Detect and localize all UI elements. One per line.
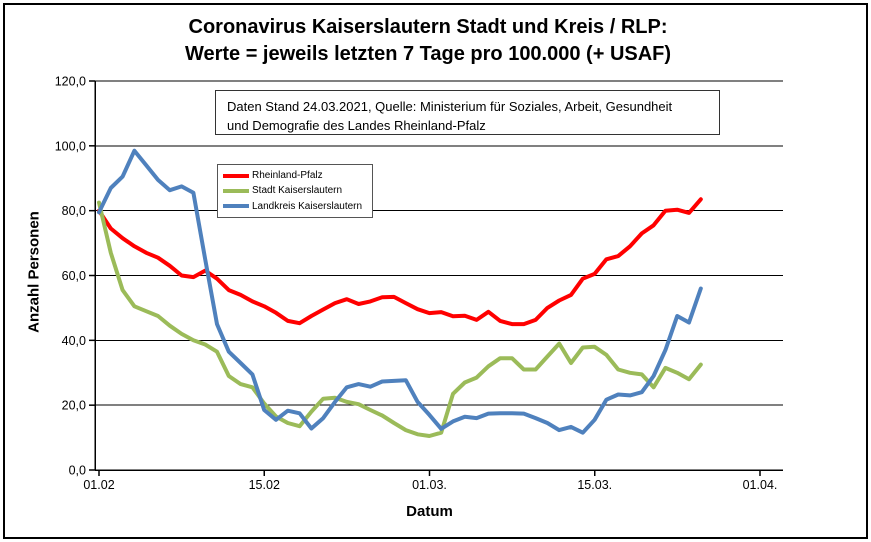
series-line-landkreis-kaiserslautern [97, 148, 703, 435]
x-tick-label-01.03.: 01.03. [412, 478, 447, 492]
legend-item-landkreis-kaiserslautern: Landkreis Kaiserslautern [223, 201, 372, 212]
y-axis-title: Anzahl Personen [25, 211, 43, 333]
legend-swatch-landkreis-kaiserslautern [223, 204, 249, 209]
y-tick-label-120,0: 120,0 [55, 75, 86, 89]
chart-title: Coronavirus Kaiserslautern Stadt und Kre… [95, 14, 761, 68]
y-tick-label-100,0: 100,0 [55, 139, 86, 153]
legend-swatch-rheinland-pfalz [223, 173, 249, 178]
x-axis-ticks: 01.02 15.02 01.03. 15.03. 01.04. [83, 470, 777, 492]
legend-item-rheinland-pfalz: Rheinland-Pfalz [223, 170, 372, 181]
y-tick-label-20,0: 20,0 [62, 399, 86, 413]
y-tick-label-60,0: 60,0 [62, 269, 86, 283]
data-source-note-line2: und Demografie des Landes Rheinland-Pfal… [227, 118, 486, 133]
chart-title-line1: Coronavirus Kaiserslautern Stadt und Kre… [188, 16, 668, 38]
legend-label-rheinland-pfalz: Rheinland-Pfalz [252, 170, 323, 182]
series-line-rheinland-pfalz [97, 197, 703, 327]
x-tick-label-01.04.: 01.04. [743, 478, 778, 492]
legend-label-landkreis-kaiserslautern: Landkreis Kaiserslautern [252, 200, 363, 212]
legend: Rheinland-Pfalz Stadt Kaiserslautern Lan… [217, 164, 373, 218]
data-source-note: Daten Stand 24.03.2021, Quelle: Minister… [215, 90, 720, 135]
legend-swatch-stadt-kaiserslautern [223, 188, 249, 193]
x-tick-label-15.03.: 15.03. [577, 478, 612, 492]
x-tick-label-01.02: 01.02 [83, 478, 114, 492]
legend-item-stadt-kaiserslautern: Stadt Kaiserslautern [223, 185, 372, 196]
y-tick-label-80,0: 80,0 [62, 204, 86, 218]
x-axis-title: Datum [406, 503, 453, 520]
data-source-note-line1: Daten Stand 24.03.2021, Quelle: Minister… [227, 99, 673, 114]
series-line-stadt-kaiserslautern [97, 200, 703, 438]
legend-label-stadt-kaiserslautern: Stadt Kaiserslautern [252, 185, 343, 197]
chart-title-line2: Werte = jeweils letzten 7 Tage pro 100.0… [184, 43, 672, 65]
y-tick-label-0,0: 0,0 [69, 464, 86, 478]
series-lines [97, 148, 703, 438]
y-axis-ticks: 0,0 20,0 40,0 60,0 80,0 100,0 120,0 [55, 75, 95, 478]
y-tick-label-40,0: 40,0 [62, 334, 86, 348]
x-tick-label-15.02: 15.02 [249, 478, 280, 492]
